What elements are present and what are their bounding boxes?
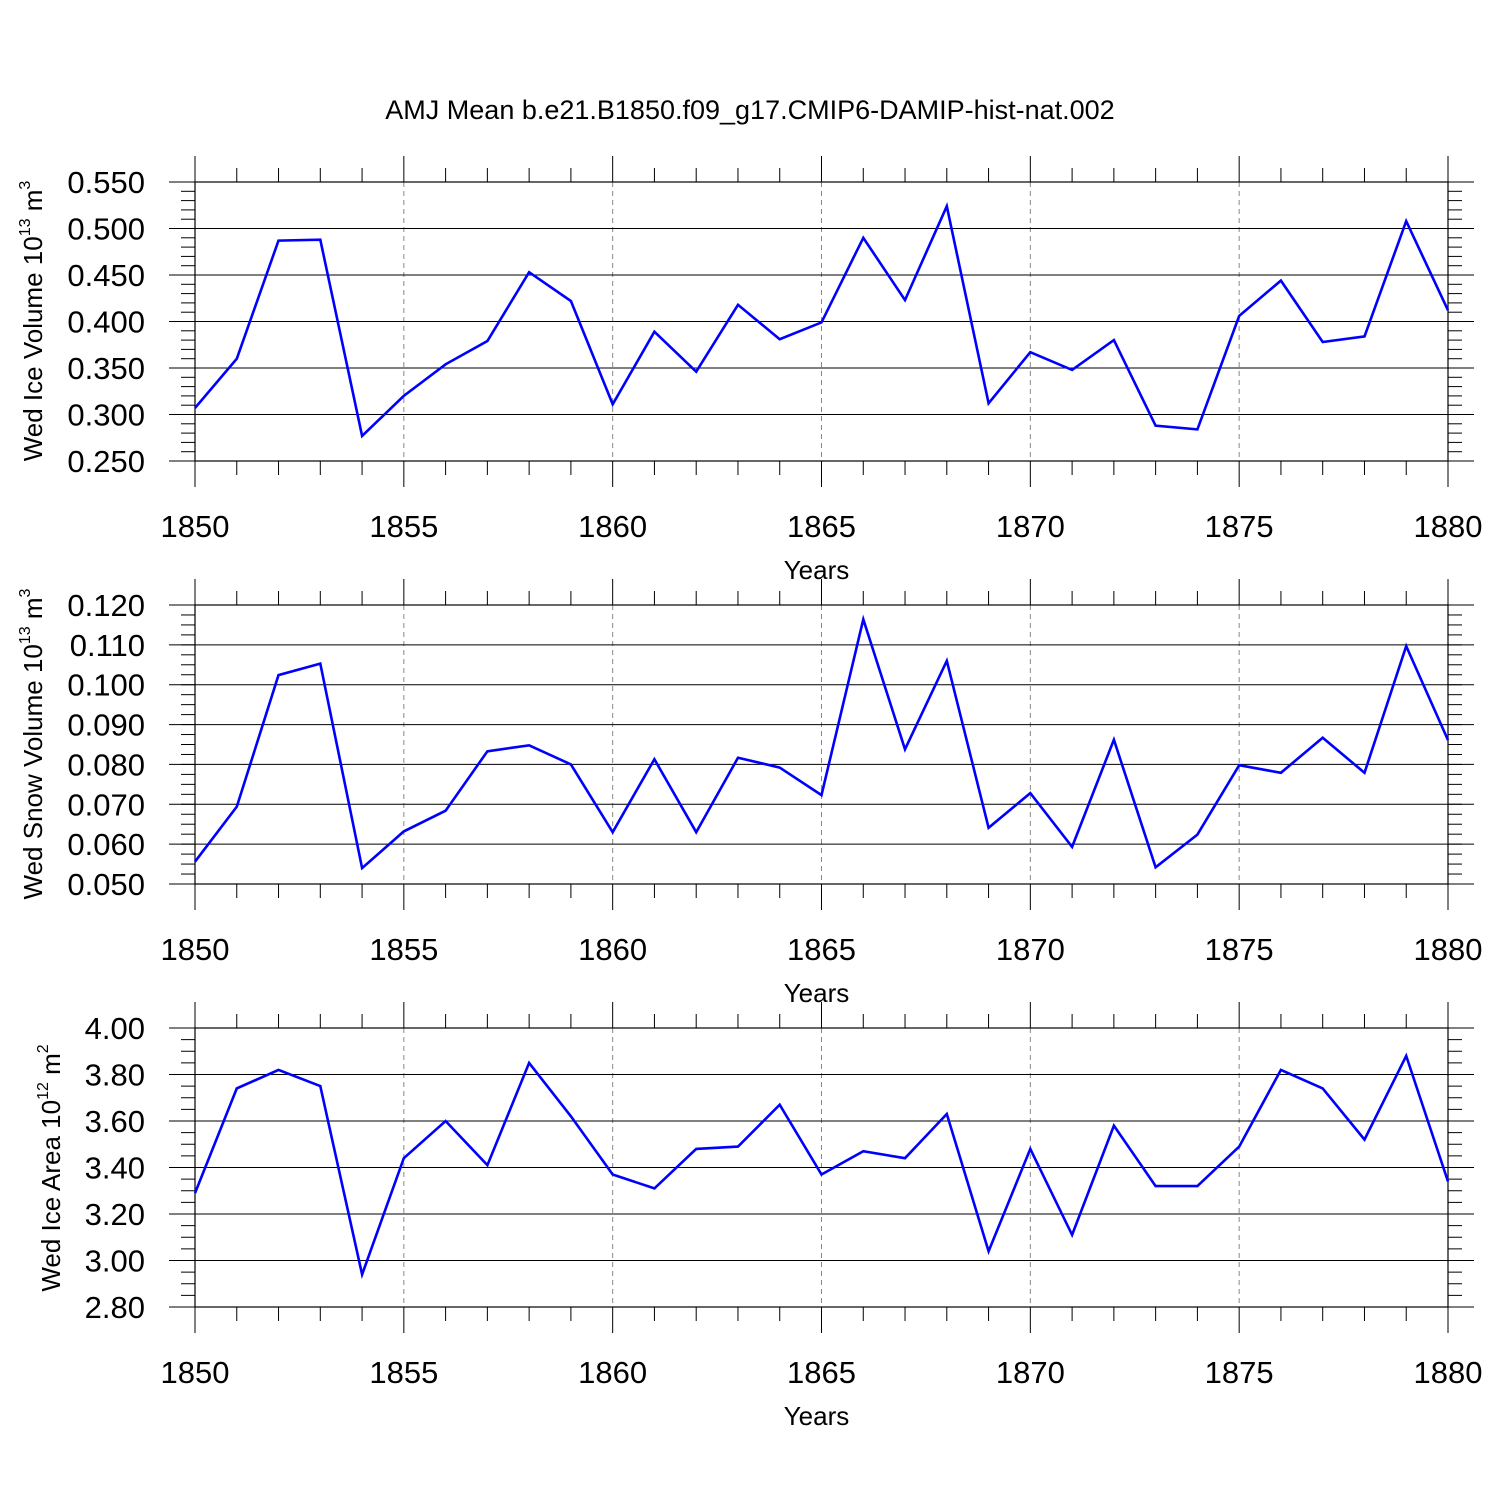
x-tick-label: 1850 [161, 932, 230, 967]
y-tick-label: 0.250 [67, 444, 145, 479]
x-tick-label: 1850 [161, 509, 230, 544]
y-tick-label: 3.00 [85, 1244, 145, 1279]
x-tick-label: 1875 [1205, 932, 1274, 967]
x-tick-label: 1860 [578, 1355, 647, 1390]
series-line-2 [193, 614, 1450, 871]
y-tick-label: 0.550 [67, 165, 145, 200]
y-tick-label: 0.350 [67, 351, 145, 386]
y-tick-label: 3.20 [85, 1197, 145, 1232]
x-tick-label: 1860 [578, 509, 647, 544]
y-tick-label: 0.300 [67, 398, 145, 433]
x-tick-label: 1870 [996, 932, 1065, 967]
figure-title: AMJ Mean b.e21.B1850.f09_g17.CMIP6-DAMIP… [385, 95, 1114, 125]
series-line-3 [193, 1052, 1450, 1280]
x-tick-label: 1880 [1414, 1355, 1483, 1390]
x-tick-label: 1860 [578, 932, 647, 967]
y-tick-label: 0.500 [67, 212, 145, 247]
y-tick-label: 0.070 [67, 787, 145, 822]
series-line-1 [194, 202, 1450, 439]
y-tick-label: 4.00 [85, 1011, 145, 1046]
x-tick-label: 1865 [787, 509, 856, 544]
y-tick-label: 0.080 [67, 747, 145, 782]
x-tick-label: 1870 [996, 1355, 1065, 1390]
y-axis-label: Wed Ice Area 1012 m2 [35, 1044, 66, 1291]
y-tick-label: 0.060 [67, 827, 145, 862]
x-tick-label: 1880 [1414, 932, 1483, 967]
y-tick-label: 0.100 [67, 668, 145, 703]
x-tick-label: 1855 [369, 932, 438, 967]
y-tick-label: 0.090 [67, 708, 145, 743]
y-tick-label: 2.80 [85, 1290, 145, 1325]
x-axis-label: Years [784, 1401, 850, 1431]
y-axis-label: Wed Snow Volume 1013 m3 [17, 588, 48, 899]
y-tick-label: 3.60 [85, 1104, 145, 1139]
y-axis-label: Wed Ice Volume 1013 m3 [17, 181, 48, 462]
y-tick-label: 0.400 [67, 305, 145, 340]
y-tick-label: 3.80 [85, 1058, 145, 1093]
y-tick-label: 0.050 [67, 867, 145, 902]
y-tick-label: 0.450 [67, 258, 145, 293]
x-tick-label: 1870 [996, 509, 1065, 544]
x-tick-label: 1875 [1205, 1355, 1274, 1390]
x-tick-label: 1855 [369, 1355, 438, 1390]
y-tick-label: 0.120 [67, 588, 145, 623]
y-tick-label: 0.110 [70, 628, 145, 663]
x-tick-label: 1865 [787, 1355, 856, 1390]
x-tick-label: 1880 [1414, 509, 1483, 544]
x-axis-label: Years [784, 555, 850, 585]
x-tick-label: 1855 [369, 509, 438, 544]
x-tick-label: 1850 [161, 1355, 230, 1390]
y-tick-label: 3.40 [85, 1151, 145, 1186]
x-tick-label: 1865 [787, 932, 856, 967]
x-axis-label: Years [784, 978, 850, 1008]
x-tick-label: 1875 [1205, 509, 1274, 544]
